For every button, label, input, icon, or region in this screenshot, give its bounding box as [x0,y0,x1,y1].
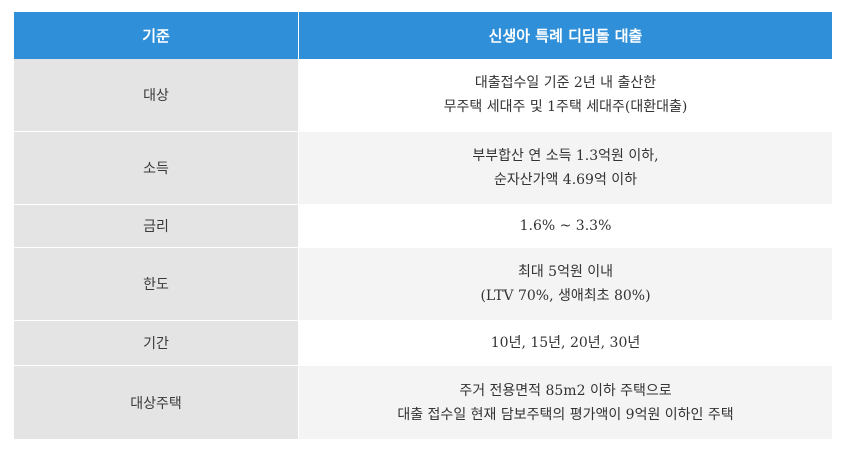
row-value: 주거 전용면적 85m2 이하 주택으로 대출 접수일 현재 담보주택의 평가액… [299,366,832,439]
row-key: 대상 [14,59,299,131]
row-value-line: 순자산가액 4.69억 이하 [493,172,638,188]
row-value-line: 최대 5억원 이내 [517,264,614,280]
row-value: 10년, 15년, 20년, 30년 [299,321,832,365]
table-row-income: 소득 부부합산 연 소득 1.3억원 이하, 순자산가액 4.69억 이하 [14,132,832,205]
row-value: 대출접수일 기준 2년 내 출산한 무주택 세대주 및 1주택 세대주(대환대출… [299,59,832,131]
table-row-limit: 한도 최대 5억원 이내 (LTV 70%, 생애최초 80%) [14,248,832,321]
row-value-line: 주거 전용면적 85m2 이하 주택으로 [459,382,672,399]
row-value: 최대 5억원 이내 (LTV 70%, 생애최초 80%) [299,248,832,320]
row-value-line: (LTV 70%, 생애최초 80%) [480,288,651,304]
row-key: 소득 [14,132,299,204]
row-value-line: 무주택 세대주 및 1주택 세대주(대환대출) [443,99,688,115]
table-row-target: 대상 대출접수일 기준 2년 내 출산한 무주택 세대주 및 1주택 세대주(대… [14,59,832,132]
row-key: 금리 [14,205,299,247]
table-row-housing: 대상주택 주거 전용면적 85m2 이하 주택으로 대출 접수일 현재 담보주택… [14,366,832,440]
row-value-line: 1.6% ~ 3.3% [519,218,612,234]
row-value-line: 대출 접수일 현재 담보주택의 평가액이 9억원 이하인 주택 [397,406,734,423]
row-key: 기간 [14,321,299,365]
row-value-line: 대출접수일 기준 2년 내 출산한 [474,75,657,91]
row-value: 부부합산 연 소득 1.3억원 이하, 순자산가액 4.69억 이하 [299,132,832,204]
row-value-line: 10년, 15년, 20년, 30년 [490,335,641,351]
table-row-interest: 금리 1.6% ~ 3.3% [14,205,832,248]
header-key-cell: 기준 [14,12,299,59]
row-value-line: 부부합산 연 소득 1.3억원 이하, [472,148,659,164]
row-key: 대상주택 [14,366,299,439]
header-value-cell: 신생아 특례 디딤돌 대출 [488,27,643,45]
table-row-period: 기간 10년, 15년, 20년, 30년 [14,321,832,366]
table-header: 기준 신생아 특례 디딤돌 대출 [14,12,832,59]
row-key: 한도 [14,248,299,320]
loan-info-table: 기준 신생아 특례 디딤돌 대출 대상 대출접수일 기준 2년 내 출산한 무주… [14,12,832,440]
row-value: 1.6% ~ 3.3% [299,205,832,247]
